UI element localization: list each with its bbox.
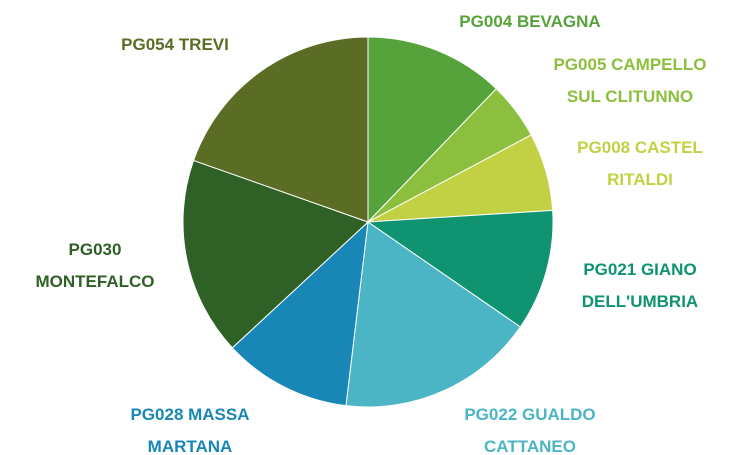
pie-slice	[367, 36, 498, 224]
slice-label: PG022 GUALDO CATTANEO	[464, 405, 596, 455]
slice-label: PG054 TREVI	[121, 35, 229, 54]
pie-slice	[345, 221, 522, 408]
slice-label: PG030 MONTEFALCO	[35, 240, 155, 291]
pie-slice	[366, 209, 554, 328]
pie-slice	[182, 159, 369, 349]
slice-label: PG021 GIANO DELL'UMBRIA	[581, 260, 699, 311]
slice-label: PG008 CASTEL RITALDI	[577, 138, 703, 189]
slice-label: PG005 CAMPELLO SUL CLITUNNO	[553, 55, 707, 106]
slice-label: PG028 MASSA MARTANA	[130, 405, 250, 455]
slice-label: PG004 BEVAGNA	[459, 12, 601, 31]
pie-slice	[192, 36, 369, 223]
pie-slice	[231, 220, 369, 407]
